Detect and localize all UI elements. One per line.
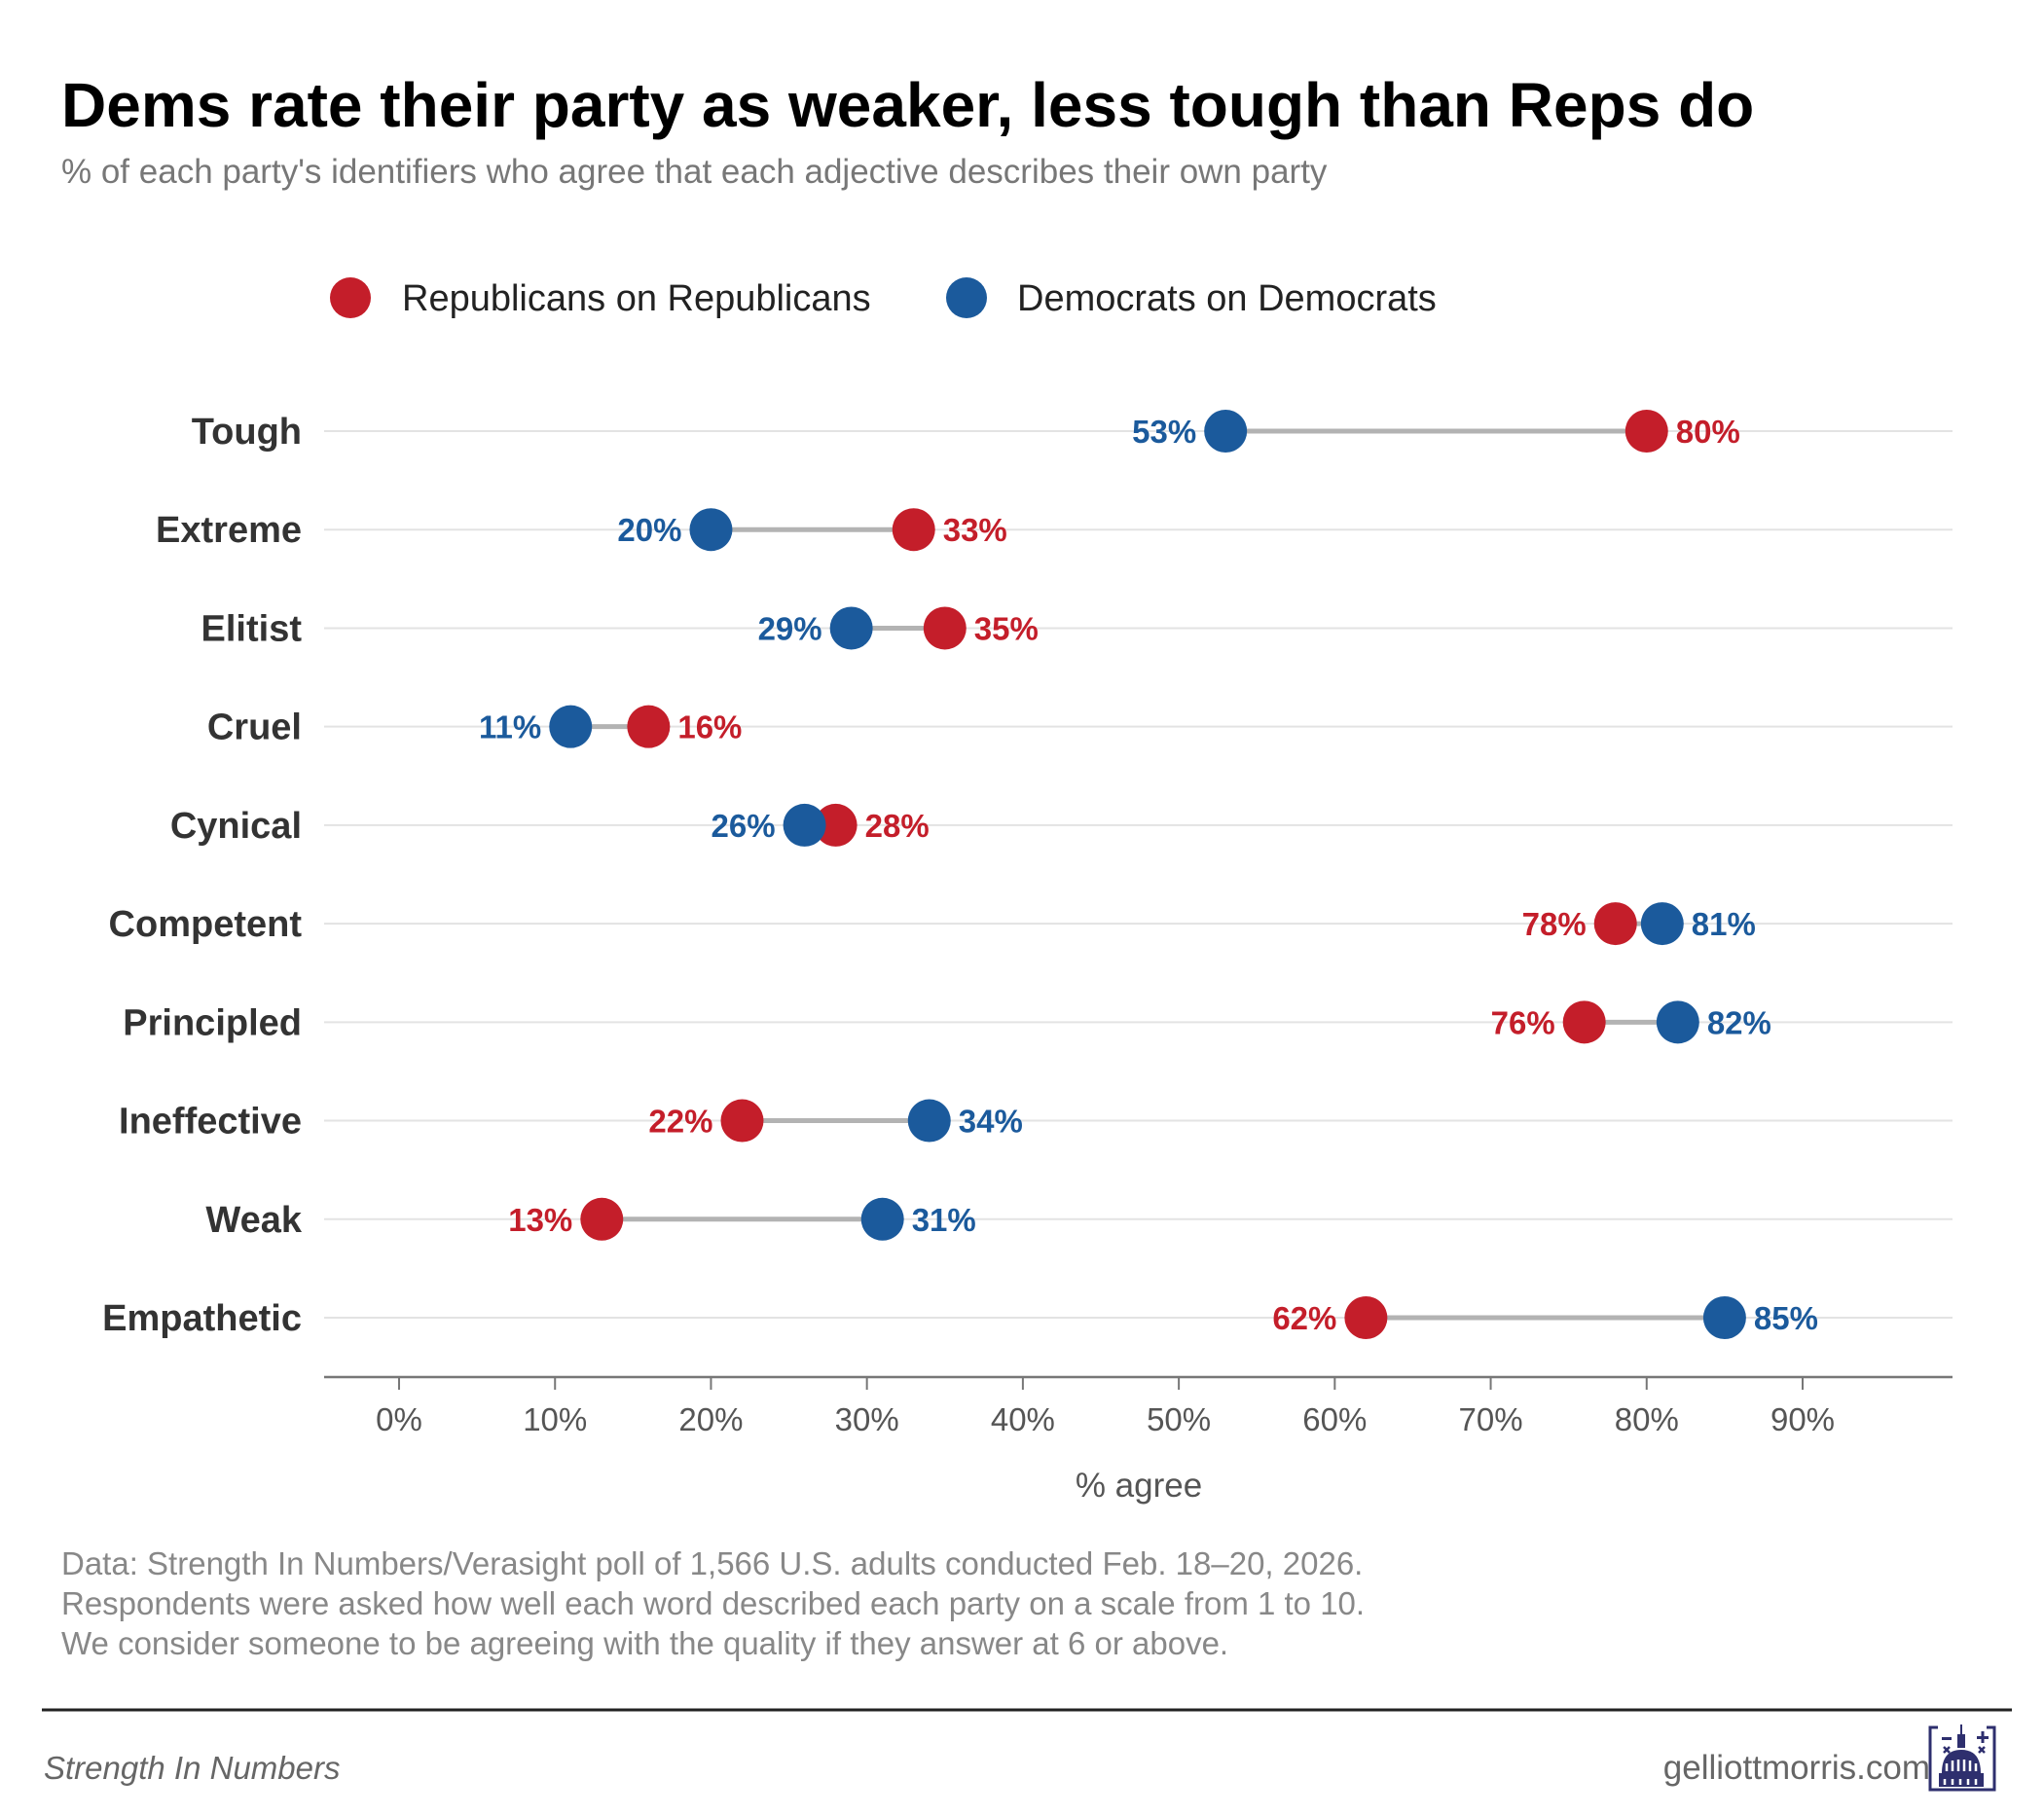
row-competent: Competent 78% 81% bbox=[109, 902, 1756, 946]
rep-value-label: 80% bbox=[1676, 414, 1740, 450]
rep-point bbox=[814, 803, 858, 847]
capitol-logo-icon bbox=[1928, 1724, 1996, 1792]
category-label: Weak bbox=[205, 1200, 302, 1241]
rep-value-label: 78% bbox=[1522, 906, 1587, 942]
dem-value-label: 34% bbox=[959, 1104, 1023, 1140]
rep-point bbox=[580, 1197, 624, 1241]
row-elitist: Elitist 35% 29% bbox=[201, 606, 1039, 650]
category-label: Cruel bbox=[207, 708, 302, 748]
note-line-1: Data: Strength In Numbers/Verasight poll… bbox=[61, 1545, 1363, 1581]
rows: Tough 80% 53% Extreme 33% 20% Elitist 35% 29% Cru… bbox=[102, 410, 1818, 1339]
row-extreme: Extreme 33% 20% bbox=[156, 508, 1007, 552]
rep-value-label: 33% bbox=[943, 512, 1007, 548]
category-label: Elitist bbox=[201, 608, 303, 649]
category-label: Competent bbox=[109, 904, 303, 945]
category-label: Cynical bbox=[170, 806, 302, 847]
dem-value-label: 53% bbox=[1132, 414, 1196, 450]
note-line-3: We consider someone to be agreeing with … bbox=[61, 1625, 1228, 1661]
category-label: Extreme bbox=[156, 510, 302, 551]
row-cruel: Cruel 16% 11% bbox=[207, 705, 742, 748]
x-tick-label: 60% bbox=[1302, 1401, 1367, 1437]
rep-value-label: 22% bbox=[648, 1104, 712, 1140]
dem-point bbox=[1640, 902, 1684, 946]
x-tick-label: 80% bbox=[1615, 1401, 1679, 1437]
rep-point bbox=[627, 705, 671, 748]
category-label: Ineffective bbox=[119, 1102, 302, 1143]
dem-point bbox=[1204, 410, 1248, 453]
legend-rep-marker bbox=[330, 277, 371, 318]
x-tick-label: 40% bbox=[991, 1401, 1055, 1437]
x-tick-label: 70% bbox=[1459, 1401, 1523, 1437]
rep-value-label: 35% bbox=[974, 610, 1039, 646]
x-tick-label: 50% bbox=[1147, 1401, 1211, 1437]
rep-value-label: 16% bbox=[677, 709, 742, 745]
rep-point bbox=[1624, 410, 1668, 453]
row-ineffective: Ineffective 22% 34% bbox=[119, 1099, 1023, 1143]
dem-point bbox=[1702, 1296, 1746, 1339]
x-tick-label: 0% bbox=[376, 1401, 422, 1437]
rep-point bbox=[1344, 1296, 1388, 1339]
dem-value-label: 11% bbox=[479, 709, 541, 745]
rep-point bbox=[1562, 1000, 1606, 1044]
chart-subtitle: % of each party's identifiers who agree … bbox=[61, 153, 1328, 191]
rep-point bbox=[1593, 902, 1637, 946]
dem-point bbox=[860, 1197, 904, 1241]
dem-point bbox=[689, 508, 733, 552]
x-tick-label: 20% bbox=[678, 1401, 743, 1437]
rep-value-label: 28% bbox=[865, 808, 930, 844]
dem-value-label: 29% bbox=[758, 610, 822, 646]
dem-point bbox=[783, 803, 826, 847]
dem-value-label: 81% bbox=[1692, 906, 1756, 942]
legend-dem-marker bbox=[946, 277, 987, 318]
legend-rep-label: Republicans on Republicans bbox=[402, 278, 871, 319]
x-tick-label: 10% bbox=[523, 1401, 587, 1437]
dem-point bbox=[907, 1099, 951, 1143]
legend-dem-label: Democrats on Democrats bbox=[1017, 278, 1437, 319]
rep-value-label: 13% bbox=[508, 1202, 572, 1238]
row-tough: Tough 80% 53% bbox=[192, 410, 1740, 453]
dem-value-label: 31% bbox=[912, 1202, 976, 1238]
gridlines bbox=[324, 430, 1953, 1319]
category-label: Empathetic bbox=[102, 1298, 302, 1339]
dem-point bbox=[1656, 1000, 1699, 1044]
category-label: Principled bbox=[123, 1002, 302, 1043]
note-line-2: Respondents were asked how well each wor… bbox=[61, 1585, 1365, 1621]
chart-title: Dems rate their party as weaker, less to… bbox=[61, 70, 1754, 140]
rep-point bbox=[720, 1099, 764, 1143]
dem-value-label: 26% bbox=[712, 808, 776, 844]
row-empathetic: Empathetic 62% 85% bbox=[102, 1296, 1818, 1339]
footer-brand: Strength In Numbers bbox=[44, 1750, 340, 1786]
rep-point bbox=[923, 606, 967, 650]
row-weak: Weak 13% 31% bbox=[205, 1197, 976, 1241]
rep-value-label: 76% bbox=[1491, 1004, 1555, 1040]
rep-value-label: 62% bbox=[1272, 1300, 1336, 1336]
category-label: Tough bbox=[192, 412, 302, 453]
x-axis-label: % agree bbox=[1076, 1467, 1202, 1505]
x-tick-label: 30% bbox=[835, 1401, 899, 1437]
dem-point bbox=[829, 606, 873, 650]
footer-website: gelliottmorris.com bbox=[1663, 1749, 1930, 1787]
legend: Republicans on Republicans Democrats on … bbox=[330, 277, 1437, 319]
x-axis-ticks: 0% 10% 20% 30% 40% 50% 60% 70% 80% 90% bbox=[376, 1378, 1835, 1437]
row-principled: Principled 76% 82% bbox=[123, 1000, 1771, 1044]
dem-value-label: 82% bbox=[1707, 1004, 1771, 1040]
x-tick-label: 90% bbox=[1770, 1401, 1835, 1437]
row-cynical: Cynical 28% 26% bbox=[170, 803, 930, 847]
dem-value-label: 20% bbox=[617, 512, 681, 548]
dem-value-label: 85% bbox=[1754, 1300, 1818, 1336]
dem-point bbox=[549, 705, 593, 748]
rep-point bbox=[892, 508, 935, 552]
